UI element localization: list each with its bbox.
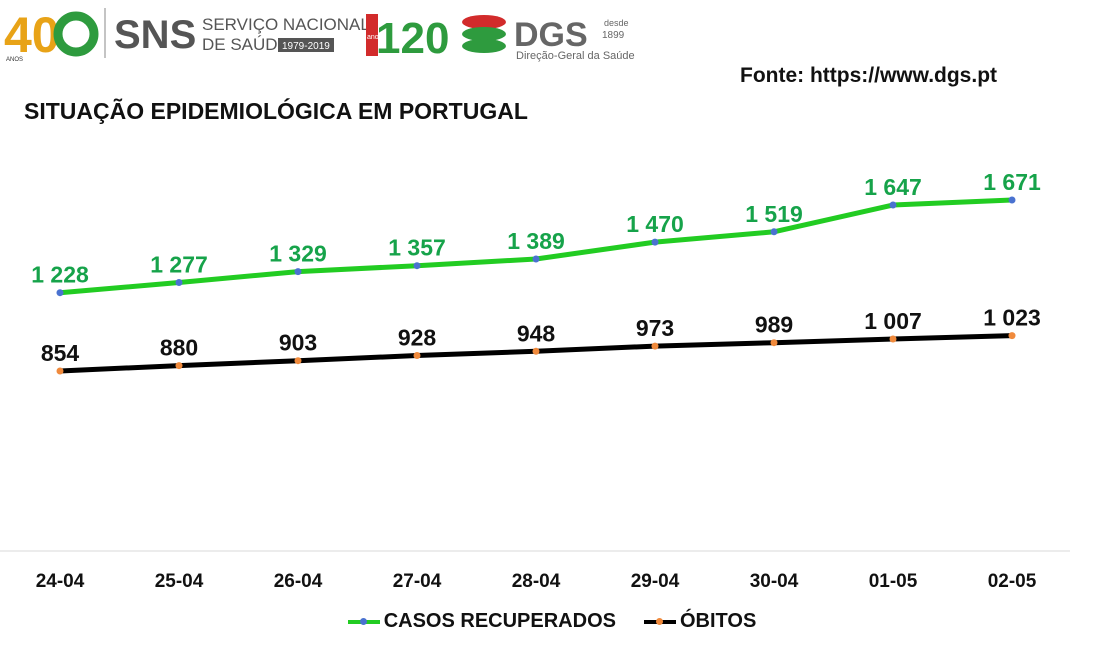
- chart-title: SITUAÇÃO EPIDEMIOLÓGICA EM PORTUGAL: [24, 98, 528, 124]
- sns-40-logo: 40 ANOS: [4, 7, 99, 63]
- data-label-deaths: 948: [517, 320, 556, 346]
- sns-years: 1979-2019: [282, 41, 330, 52]
- data-label-recovered: 1 357: [388, 235, 446, 261]
- data-label-recovered: 1 228: [31, 262, 89, 288]
- data-point-deaths: [175, 362, 183, 370]
- x-tick-label: 02-05: [988, 571, 1037, 592]
- data-label-recovered: 1 389: [507, 228, 565, 254]
- data-point-deaths: [651, 342, 659, 350]
- data-point-recovered: [532, 255, 540, 263]
- data-point-deaths: [1008, 332, 1016, 340]
- data-point-deaths: [56, 367, 64, 375]
- data-point-recovered: [889, 201, 897, 209]
- dgs-120-number: 120: [376, 14, 449, 63]
- legend: CASOS RECUPERADOS ÓBITOS: [0, 610, 1104, 633]
- dgs-emblem: [462, 15, 506, 53]
- source-text: Fonte: https://www.dgs.pt: [740, 64, 998, 87]
- data-label-deaths: 989: [755, 312, 793, 338]
- data-label-recovered: 1 647: [864, 174, 922, 200]
- legend-swatch-recovered: [347, 617, 380, 625]
- data-label-deaths: 903: [279, 330, 317, 356]
- x-tick-label: 29-04: [631, 571, 680, 592]
- x-tick-label: 24-04: [36, 571, 85, 592]
- data-label-deaths: 854: [41, 340, 80, 366]
- sns-line2: DE SAÚDE: [202, 35, 289, 54]
- data-label-recovered: 1 277: [150, 252, 208, 278]
- data-point-deaths: [770, 339, 778, 347]
- x-tick-label: 01-05: [869, 571, 918, 592]
- x-tick-label: 25-04: [155, 571, 204, 592]
- dgs-logo-text: DGS: [514, 16, 588, 54]
- data-label-deaths: 880: [160, 335, 198, 361]
- data-label-recovered: 1 470: [626, 211, 684, 237]
- data-point-deaths: [413, 352, 421, 359]
- dgs-subtitle: Direção-Geral da Saúde: [516, 50, 635, 62]
- sns-logo-text: SNS: [114, 13, 196, 57]
- data-label-recovered: 1 671: [983, 169, 1041, 195]
- data-point-recovered: [1008, 196, 1016, 204]
- sns-40-caption: ANOS: [6, 57, 23, 63]
- data-point-recovered: [651, 238, 659, 246]
- dgs-desde: desde: [604, 18, 629, 28]
- data-point-recovered: [175, 279, 183, 286]
- data-point-deaths: [532, 347, 540, 355]
- sns-40-number: 40: [4, 7, 60, 63]
- dgs-120-caption: anos: [367, 34, 383, 41]
- legend-label-recovered: CASOS RECUPERADOS: [383, 610, 616, 632]
- data-label-recovered: 1 329: [269, 241, 327, 267]
- data-label-recovered: 1 519: [745, 201, 803, 227]
- data-label-deaths: 1 007: [864, 308, 922, 334]
- sns-line1: SERVIÇO NACIONAL: [202, 15, 370, 34]
- legend-swatch-deaths: [643, 617, 676, 625]
- x-tick-label: 28-04: [512, 571, 561, 592]
- dgs-120-logo: 120 anos: [366, 14, 449, 63]
- data-point-recovered: [56, 289, 64, 297]
- data-point-recovered: [413, 262, 421, 270]
- data-label-deaths: 928: [398, 325, 437, 351]
- data-label-deaths: 1 023: [983, 305, 1041, 331]
- x-tick-label: 26-04: [274, 571, 323, 592]
- data-point-recovered: [294, 268, 302, 276]
- header-logos: 40 ANOS SNS SERVIÇO NACIONAL DE SAÚDE 19…: [4, 7, 635, 63]
- dgs-120-red-bar: [366, 14, 378, 56]
- data-label-deaths: 973: [636, 315, 674, 341]
- sns-40-ring: [53, 11, 99, 57]
- data-point-deaths: [294, 357, 302, 365]
- legend-item-deaths: ÓBITOS: [643, 610, 757, 633]
- sns-years-box: [278, 38, 334, 52]
- legend-item-recovered: CASOS RECUPERADOS: [347, 610, 616, 633]
- x-tick-label: 27-04: [393, 571, 442, 592]
- dgs-year: 1899: [602, 30, 625, 41]
- legend-label-deaths: ÓBITOS: [679, 610, 757, 632]
- data-point-recovered: [770, 228, 778, 236]
- x-tick-label: 30-04: [750, 571, 799, 592]
- data-point-deaths: [889, 335, 897, 343]
